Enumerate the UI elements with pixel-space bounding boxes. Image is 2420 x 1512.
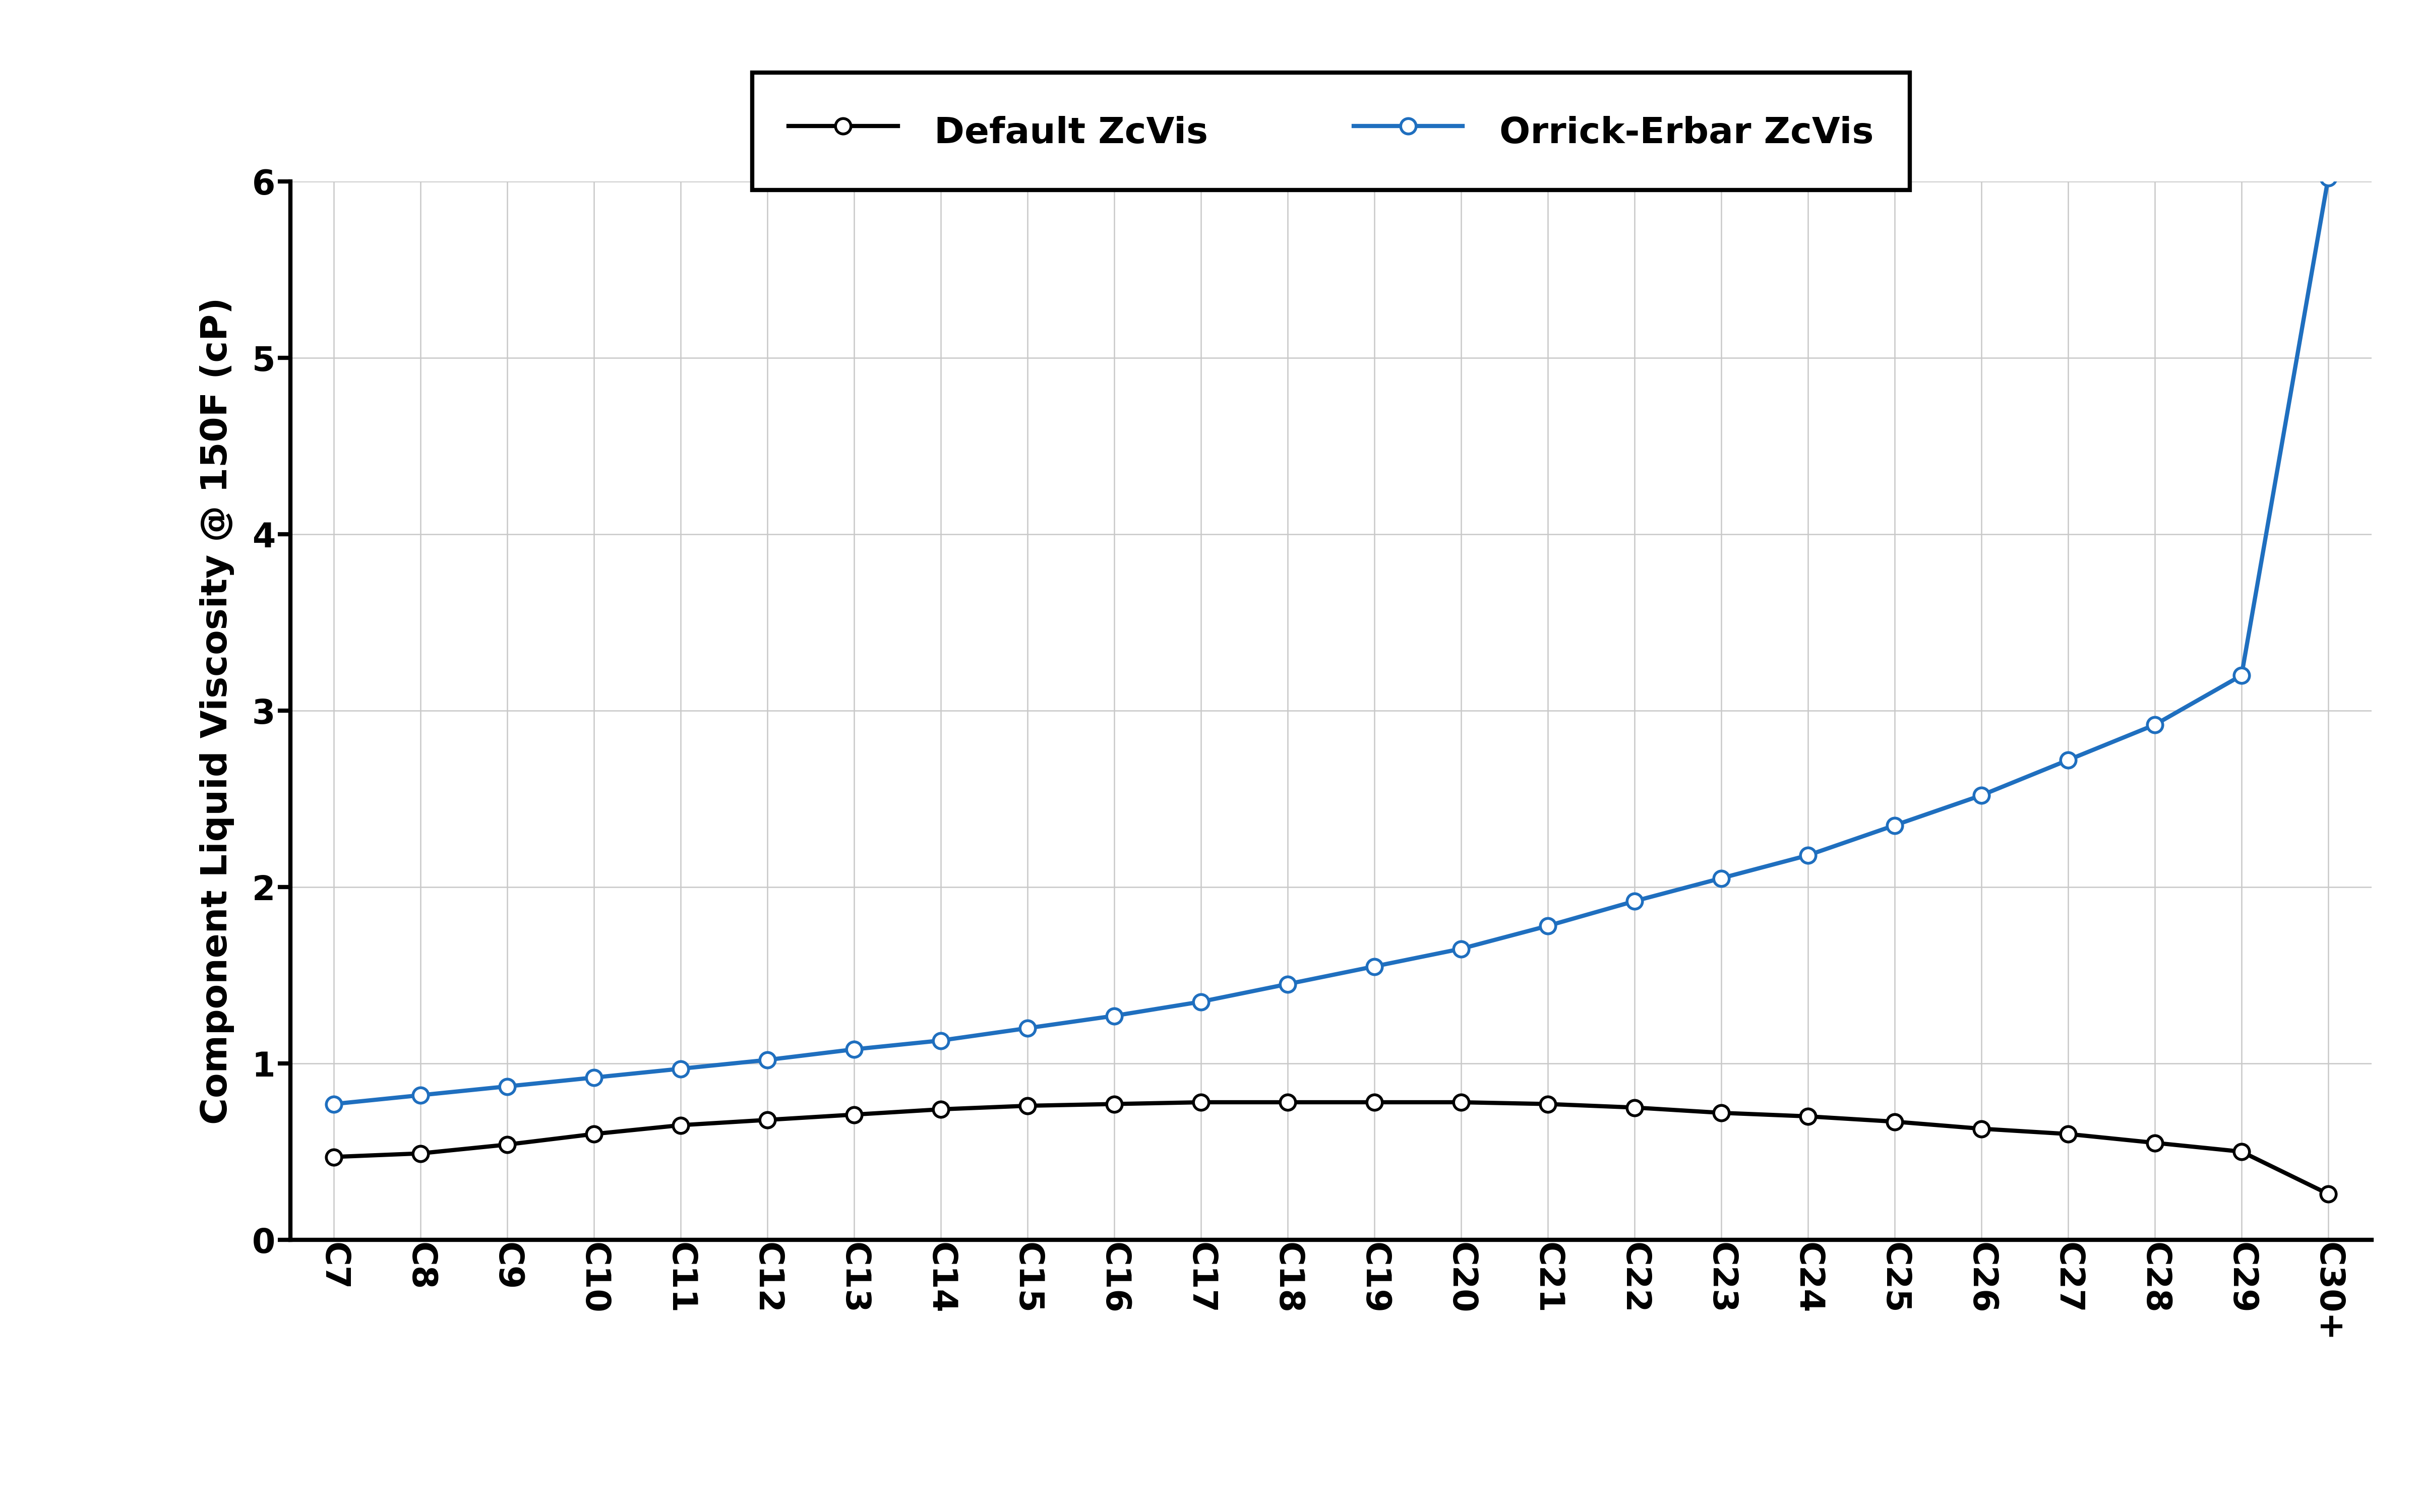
Default ZcVis: [1360, 1093, 1389, 1111]
Default ZcVis: [1619, 1098, 1648, 1116]
Default ZcVis: [1099, 1095, 1128, 1113]
Orrick-Erbar ZcVis: [1967, 786, 1996, 804]
Default ZcVis: [1534, 1095, 1563, 1113]
Orrick-Erbar ZcVis: [2055, 751, 2084, 770]
Orrick-Erbar ZcVis: [1186, 992, 1215, 1010]
Orrick-Erbar ZcVis: [753, 1051, 782, 1069]
Default ZcVis: [1880, 1113, 1909, 1131]
Orrick-Erbar ZcVis: [1880, 816, 1909, 835]
Default ZcVis: [927, 1101, 956, 1119]
Line: Default ZcVis: Default ZcVis: [327, 1095, 2335, 1202]
Orrick-Erbar ZcVis: [927, 1031, 956, 1049]
Default ZcVis: [1793, 1107, 1822, 1125]
Legend: Default ZcVis, Orrick-Erbar ZcVis: Default ZcVis, Orrick-Erbar ZcVis: [753, 73, 1909, 191]
Orrick-Erbar ZcVis: [1619, 892, 1648, 910]
Default ZcVis: [2314, 1185, 2343, 1204]
Orrick-Erbar ZcVis: [578, 1069, 607, 1087]
Orrick-Erbar ZcVis: [2314, 169, 2343, 187]
Orrick-Erbar ZcVis: [319, 1095, 348, 1113]
Orrick-Erbar ZcVis: [1099, 1007, 1128, 1025]
Default ZcVis: [578, 1125, 607, 1143]
Orrick-Erbar ZcVis: [2139, 715, 2168, 733]
Default ZcVis: [494, 1136, 523, 1154]
Orrick-Erbar ZcVis: [1447, 939, 1476, 959]
Orrick-Erbar ZcVis: [840, 1040, 869, 1058]
Default ZcVis: [319, 1148, 348, 1166]
Y-axis label: Component Liquid Viscosity @ 150F (cP): Component Liquid Viscosity @ 150F (cP): [198, 296, 235, 1125]
Default ZcVis: [1706, 1104, 1735, 1122]
Default ZcVis: [407, 1145, 436, 1163]
Orrick-Erbar ZcVis: [1360, 957, 1389, 975]
Default ZcVis: [840, 1105, 869, 1123]
Orrick-Erbar ZcVis: [1793, 847, 1822, 865]
Default ZcVis: [2139, 1134, 2168, 1152]
Default ZcVis: [1273, 1093, 1302, 1111]
Orrick-Erbar ZcVis: [1014, 1019, 1043, 1037]
Orrick-Erbar ZcVis: [1706, 869, 1735, 888]
Orrick-Erbar ZcVis: [494, 1077, 523, 1095]
Default ZcVis: [1447, 1093, 1476, 1111]
Default ZcVis: [666, 1116, 695, 1134]
Orrick-Erbar ZcVis: [1273, 975, 1302, 993]
Orrick-Erbar ZcVis: [1534, 916, 1563, 934]
Orrick-Erbar ZcVis: [2226, 667, 2255, 685]
Line: Orrick-Erbar ZcVis: Orrick-Erbar ZcVis: [327, 171, 2335, 1111]
Default ZcVis: [1967, 1119, 1996, 1137]
Orrick-Erbar ZcVis: [666, 1060, 695, 1078]
Default ZcVis: [1014, 1096, 1043, 1114]
Default ZcVis: [1186, 1093, 1215, 1111]
Default ZcVis: [2055, 1125, 2084, 1143]
Orrick-Erbar ZcVis: [407, 1086, 436, 1104]
Default ZcVis: [753, 1111, 782, 1129]
Default ZcVis: [2226, 1143, 2255, 1161]
